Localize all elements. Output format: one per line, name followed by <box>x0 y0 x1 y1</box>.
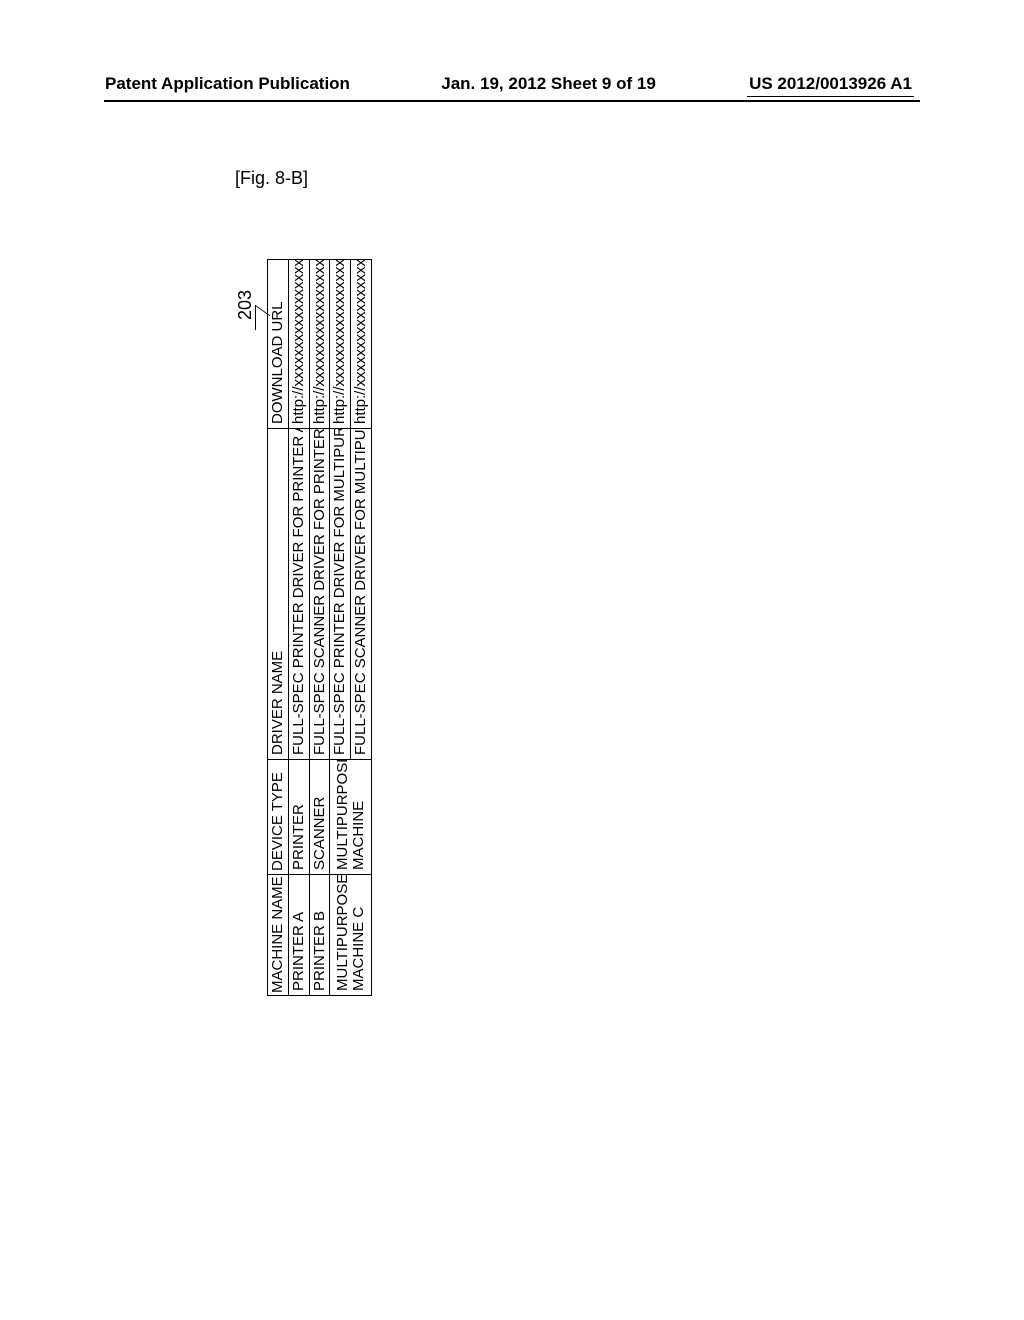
cell-driver: FULL-SPEC PRINTER DRIVER FOR MULTIPURPOS… <box>330 429 351 760</box>
cell-device: SCANNER <box>309 760 330 875</box>
figure-inner: 203 MACHINE NAME DEVICE TYPE DRIVER NAME… <box>267 296 372 996</box>
figure-label: [Fig. 8-B] <box>235 168 308 189</box>
cell-machine: MULTIPURPOSE MACHINE C <box>330 875 372 996</box>
table-row: PRINTER A PRINTER FULL-SPEC PRINTER DRIV… <box>288 260 309 996</box>
driver-table: MACHINE NAME DEVICE TYPE DRIVER NAME DOW… <box>267 259 372 996</box>
page-header: Patent Application Publication Jan. 19, … <box>0 74 1024 97</box>
table-header-row: MACHINE NAME DEVICE TYPE DRIVER NAME DOW… <box>268 260 289 996</box>
cell-driver: FULL-SPEC SCANNER DRIVER FOR MULTIPURPOS… <box>351 429 372 760</box>
cell-url: http://xxxxxxxxxxxxxxxxxxxxx <box>309 260 330 429</box>
cell-driver: FULL-SPEC SCANNER DRIVER FOR PRINTER B <box>309 429 330 760</box>
reference-number: 203 <box>235 290 256 320</box>
cell-machine: PRINTER A <box>288 875 309 996</box>
cell-device: PRINTER <box>288 760 309 875</box>
col-driver-name: DRIVER NAME <box>268 429 289 760</box>
header-left: Patent Application Publication <box>105 74 350 97</box>
cell-url: http://xxxxxxxxxxxxxxxxxxxxx <box>288 260 309 429</box>
col-download-url: DOWNLOAD URL <box>268 260 289 429</box>
page: Patent Application Publication Jan. 19, … <box>0 0 1024 1320</box>
cell-driver: FULL-SPEC PRINTER DRIVER FOR PRINTER A <box>288 429 309 760</box>
cell-url: http://xxxxxxxxxxxxxxxxxxxxx <box>330 260 351 429</box>
cell-url: http://xxxxxxxxxxxxxxxxxxxxx <box>351 260 372 429</box>
table-row: PRINTER B SCANNER FULL-SPEC SCANNER DRIV… <box>309 260 330 996</box>
col-machine-name: MACHINE NAME <box>268 877 289 998</box>
header-rule <box>104 100 920 102</box>
header-right: US 2012/0013926 A1 <box>747 74 914 97</box>
header-center: Jan. 19, 2012 Sheet 9 of 19 <box>441 74 656 97</box>
col-device-type: DEVICE TYPE <box>268 761 289 876</box>
cell-machine: PRINTER B <box>309 875 330 996</box>
table-row: MULTIPURPOSE MACHINE C MULTIPURPOSE MACH… <box>330 260 351 996</box>
cell-device: MULTIPURPOSE MACHINE <box>330 760 372 875</box>
